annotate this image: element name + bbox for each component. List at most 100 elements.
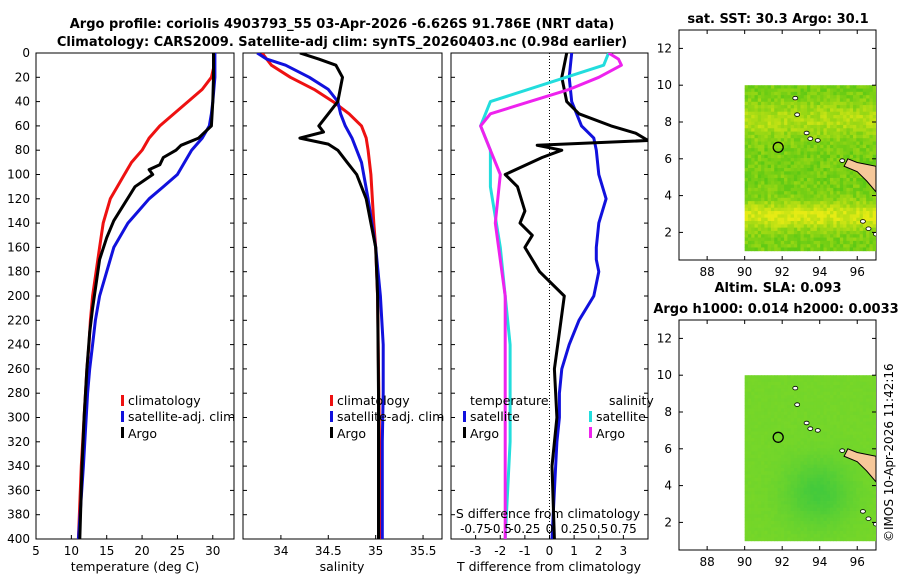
heatmap-cell xyxy=(744,211,749,215)
heatmap-cell xyxy=(872,444,876,449)
heatmap-cell xyxy=(813,197,818,202)
heatmap-cell xyxy=(859,148,864,152)
heatmap-cell xyxy=(790,234,795,238)
heatmap-cell xyxy=(823,207,828,212)
heatmap-cell xyxy=(777,234,782,238)
series-line-climatology xyxy=(260,53,382,539)
heatmap-cell xyxy=(872,388,876,393)
heatmap-cell xyxy=(744,161,749,166)
heatmap-cell xyxy=(839,187,844,192)
heatmap-cell xyxy=(777,418,782,422)
heatmap-cell xyxy=(843,124,847,129)
heatmap-cell xyxy=(866,85,870,89)
heatmap-cell xyxy=(797,197,801,202)
heatmap-cell xyxy=(797,141,801,146)
heatmap-cell xyxy=(744,527,749,532)
heatmap-cell xyxy=(770,91,775,96)
heatmap-cell xyxy=(754,474,759,479)
legend-swatch-t-argo xyxy=(463,427,466,438)
heatmap-cell xyxy=(800,217,805,222)
heatmap-cell xyxy=(839,458,844,462)
heatmap-cell xyxy=(777,168,782,172)
heatmap-cell xyxy=(826,220,831,225)
heatmap-cell xyxy=(856,395,860,399)
heatmap-cell xyxy=(853,247,857,252)
heatmap-cell xyxy=(797,421,801,426)
heatmap-cell xyxy=(843,197,847,202)
heatmap-cell xyxy=(777,184,782,189)
heatmap-cell xyxy=(800,247,805,252)
heatmap-cell xyxy=(813,148,818,152)
heatmap-cell xyxy=(836,161,841,166)
heatmap-cell xyxy=(807,244,811,248)
heatmap-cell xyxy=(869,128,874,132)
heatmap-cell xyxy=(823,111,828,116)
heatmap-cell xyxy=(800,464,805,469)
heatmap-cell xyxy=(823,418,828,422)
heatmap-cell xyxy=(833,487,837,492)
heatmap-cell xyxy=(830,154,834,159)
temperature-xlabel: temperature (deg C) xyxy=(71,559,200,574)
heatmap-cell xyxy=(777,108,782,113)
salinity-series xyxy=(256,53,385,539)
heatmap-cell xyxy=(813,527,818,532)
heatmap-cell xyxy=(790,517,795,522)
heatmap-cell xyxy=(754,214,759,219)
heatmap-cell xyxy=(839,375,844,379)
heatmap-cell xyxy=(839,171,844,176)
heatmap-cell xyxy=(826,98,831,103)
heatmap-cell xyxy=(820,158,824,162)
heatmap-cell xyxy=(767,161,772,166)
heatmap-cell xyxy=(744,108,749,113)
heatmap-cell xyxy=(784,220,788,225)
heatmap-cell xyxy=(780,381,785,386)
heatmap-cell xyxy=(770,401,775,406)
heatmap-cell xyxy=(790,197,795,202)
heatmap-cell xyxy=(866,187,870,192)
heatmap-cell xyxy=(872,451,876,456)
heatmap-cell xyxy=(754,537,759,542)
heatmap-cell xyxy=(839,177,844,182)
heatmap-cell xyxy=(810,184,815,189)
heatmap-cell xyxy=(839,141,844,146)
heatmap-cell xyxy=(833,481,837,485)
heatmap-cell xyxy=(747,85,752,89)
heatmap-cell xyxy=(859,537,864,542)
heatmap-cell xyxy=(810,217,815,222)
heatmap-cell xyxy=(797,151,801,156)
heatmap-cell xyxy=(800,181,805,185)
heatmap-cell xyxy=(862,128,867,132)
heatmap-cell xyxy=(774,240,778,245)
heatmap-cell xyxy=(813,401,818,406)
x-tick-label: 34 xyxy=(273,544,288,558)
heatmap-cell xyxy=(810,181,815,185)
heatmap-cell xyxy=(790,497,795,502)
heatmap-cell xyxy=(813,517,818,522)
heatmap-cell xyxy=(839,431,844,436)
heatmap-cell xyxy=(839,421,844,426)
heatmap-cell xyxy=(862,434,867,439)
heatmap-cell xyxy=(853,141,857,146)
heatmap-cell xyxy=(816,148,821,152)
heatmap-cell xyxy=(869,494,874,499)
heatmap-cell xyxy=(754,514,759,519)
heatmap-cell xyxy=(754,217,759,222)
heatmap-cell xyxy=(761,378,765,383)
heatmap-cell xyxy=(830,375,834,379)
heatmap-cell xyxy=(820,395,824,399)
x-tick-label: 1 xyxy=(570,544,578,558)
heatmap-cell xyxy=(780,161,785,166)
heatmap-cell xyxy=(836,230,841,235)
heatmap-cell xyxy=(810,375,815,379)
heatmap-cell xyxy=(826,214,831,219)
heatmap-cell xyxy=(866,414,870,419)
heatmap-cell xyxy=(833,484,837,489)
heatmap-cell xyxy=(849,111,854,116)
heatmap-cell xyxy=(846,537,851,542)
heatmap-cell xyxy=(856,91,860,96)
heatmap-cell xyxy=(770,227,775,232)
heatmap-cell xyxy=(843,418,847,422)
heatmap-cell xyxy=(869,161,874,166)
heatmap-cell xyxy=(797,118,801,123)
